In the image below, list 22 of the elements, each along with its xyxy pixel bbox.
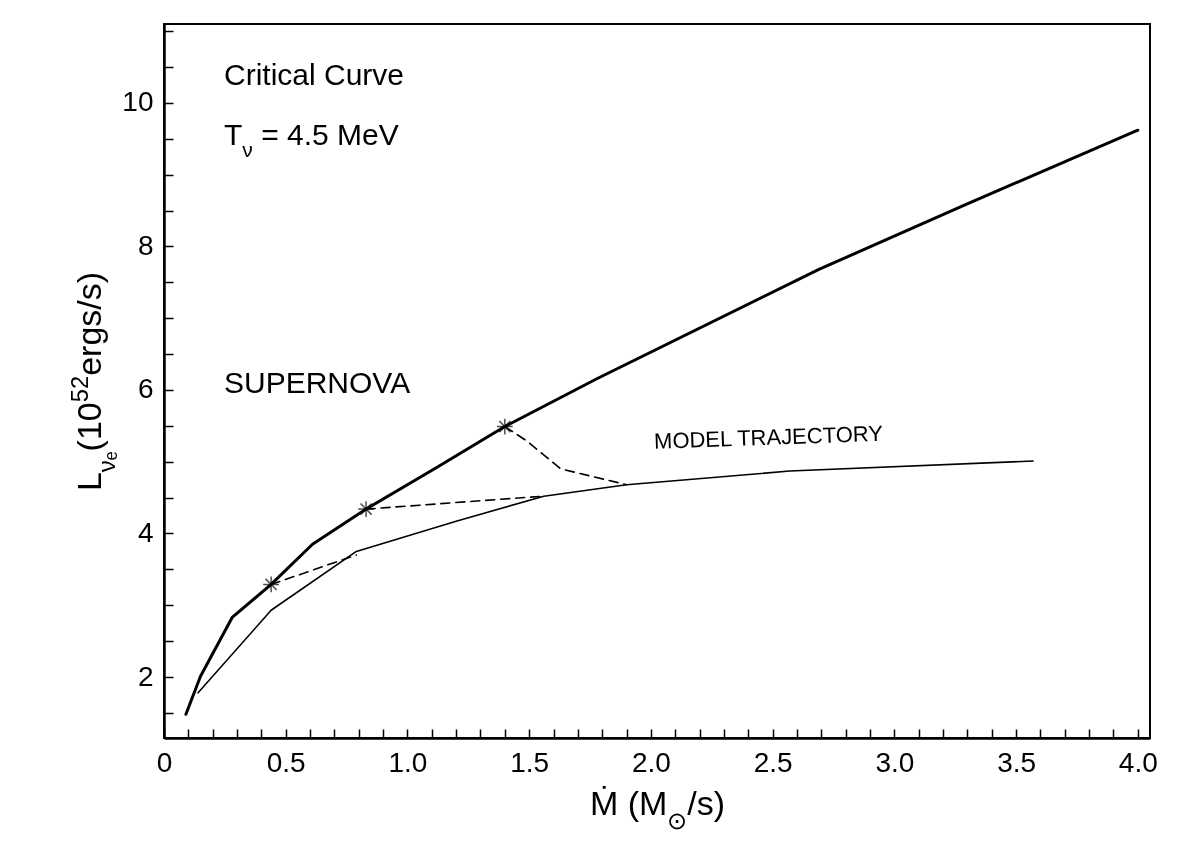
- y-tick-label: 8: [137, 229, 154, 261]
- y-tick-label: 4: [137, 516, 154, 548]
- point: [262, 575, 280, 594]
- point: [357, 500, 375, 518]
- annotation: SUPERNOVA: [224, 366, 411, 399]
- x-tick-label: 3.0: [875, 746, 915, 778]
- x-tick-label: 2.5: [753, 746, 793, 778]
- annotation: Critical Curve: [224, 58, 405, 91]
- x-tick-label: 1.0: [388, 746, 428, 778]
- x-tick-label: 4.0: [1118, 746, 1158, 778]
- y-tick-label: 6: [137, 373, 154, 405]
- point: [496, 417, 514, 436]
- x-tick-label: 2.0: [631, 746, 671, 778]
- x-tick-label: 3.5: [997, 746, 1037, 778]
- annotation: T$_{ν}$ = 4.5 MeV: [224, 118, 399, 161]
- x-tick-label: 0: [156, 746, 173, 778]
- x-axis-title: Ṁ (M$_{⊙}$/s): [589, 783, 726, 833]
- series-label: MODEL TRAJECTORY: [653, 420, 884, 454]
- y-tick-label: 10: [122, 86, 154, 118]
- y-tick-label: 2: [137, 660, 154, 692]
- x-tick-label: 1.5: [510, 746, 550, 778]
- x-tick-label: 0.5: [266, 746, 306, 778]
